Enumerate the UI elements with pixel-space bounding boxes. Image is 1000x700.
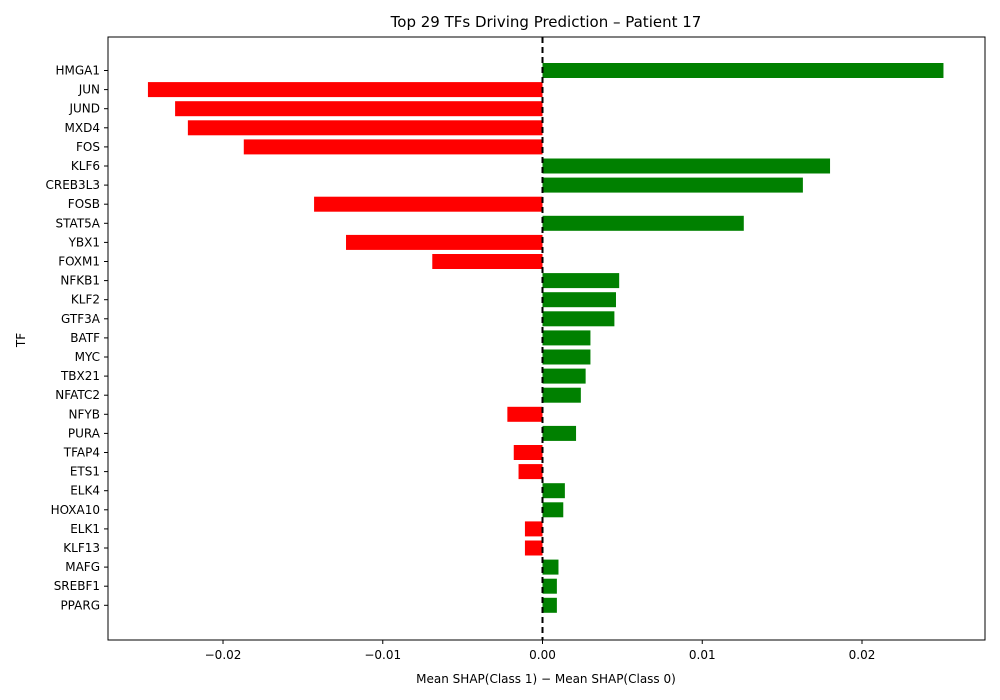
bar-hoxa10 (542, 502, 564, 518)
y-tick-label-batf: BATF (70, 331, 100, 345)
bar-srebf1 (542, 578, 557, 594)
y-tick-label-elk4: ELK4 (70, 484, 100, 498)
y-tick-label-fos: FOS (76, 140, 100, 154)
x-axis-label: Mean SHAP(Class 1) − Mean SHAP(Class 0) (416, 672, 676, 686)
bar-tfap4 (513, 445, 543, 460)
bar-klf6 (542, 158, 831, 174)
bar-mafg (542, 559, 559, 575)
y-tick-label-pura: PURA (68, 426, 101, 440)
bar-pparg (542, 597, 557, 613)
x-tick-label-0: −0.02 (205, 648, 242, 662)
y-tick-label-mafg: MAFG (65, 560, 100, 574)
bar-nfatc2 (542, 387, 581, 403)
y-tick-label-tfap4: TFAP4 (63, 446, 100, 460)
bar-hmga1 (542, 63, 944, 78)
bar-foxm1 (432, 254, 543, 269)
bar-tbx21 (542, 368, 586, 384)
bar-fosb (314, 196, 543, 212)
bar-fos (243, 139, 543, 155)
y-tick-label-srebf1: SREBF1 (54, 579, 100, 593)
y-axis-ticks: HMGA1 JUN JUND MXD4 FOS KLF6 CREB3L3 FOSB STAT5A… (46, 64, 108, 612)
y-tick-label-nfyb: NFYB (69, 407, 100, 421)
y-tick-label-fosb: FOSB (68, 197, 100, 211)
bar-elk1 (524, 521, 543, 537)
bar-jund (175, 101, 543, 117)
bar-batf (542, 330, 591, 346)
y-tick-label-jun: JUN (78, 83, 100, 97)
y-tick-label-nfatc2: NFATC2 (55, 388, 100, 402)
x-tick-label-4: 0.02 (849, 648, 876, 662)
x-tick-label-1: −0.01 (364, 648, 401, 662)
bar-elk4 (542, 483, 565, 499)
x-tick-label-3: 0.01 (689, 648, 716, 662)
y-tick-label-hmga1: HMGA1 (55, 64, 100, 78)
y-tick-label-jund: JUND (68, 102, 100, 116)
bar-mxd4 (187, 120, 543, 136)
y-tick-label-foxm1: FOXM1 (58, 255, 100, 269)
y-tick-label-gtf3a: GTF3A (61, 312, 101, 326)
bar-myc (542, 349, 591, 365)
plot-frame (107, 36, 986, 641)
y-tick-label-elk1: ELK1 (70, 522, 100, 536)
y-tick-label-klf13: KLF13 (63, 541, 100, 555)
y-tick-label-nfkb1: NFKB1 (60, 274, 100, 288)
y-tick-label-hoxa10: HOXA10 (51, 503, 100, 517)
bar-ets1 (518, 464, 543, 480)
y-tick-label-klf2: KLF2 (71, 293, 100, 307)
bar-klf2 (542, 292, 616, 308)
bar-nfyb (507, 406, 543, 422)
bar-nfkb1 (542, 273, 620, 289)
y-axis-label: TF (14, 333, 28, 348)
y-tick-label-ybx1: YBX1 (68, 235, 100, 249)
y-tick-label-klf6: KLF6 (71, 159, 100, 173)
y-tick-label-stat5a: STAT5A (56, 216, 101, 230)
y-tick-label-ets1: ETS1 (70, 465, 100, 479)
x-axis-ticks: −0.02 −0.01 0.00 0.01 0.02 (205, 640, 876, 662)
bars (147, 63, 944, 613)
x-tick-label-2: 0.00 (529, 648, 556, 662)
bar-jun (147, 82, 543, 98)
bar-stat5a (542, 215, 744, 231)
y-tick-label-pparg: PPARG (60, 598, 100, 612)
y-tick-label-myc: MYC (75, 350, 100, 364)
bar-klf13 (524, 540, 543, 556)
y-tick-label-tbx21: TBX21 (60, 369, 100, 383)
bar-creb3l3 (542, 177, 803, 193)
chart-title: Top 29 TFs Driving Prediction – Patient … (390, 13, 702, 31)
y-tick-label-mxd4: MXD4 (65, 121, 100, 135)
bar-ybx1 (346, 234, 543, 250)
bar-gtf3a (542, 311, 615, 327)
y-tick-label-creb3l3: CREB3L3 (46, 178, 101, 192)
bar-pura (542, 425, 577, 441)
